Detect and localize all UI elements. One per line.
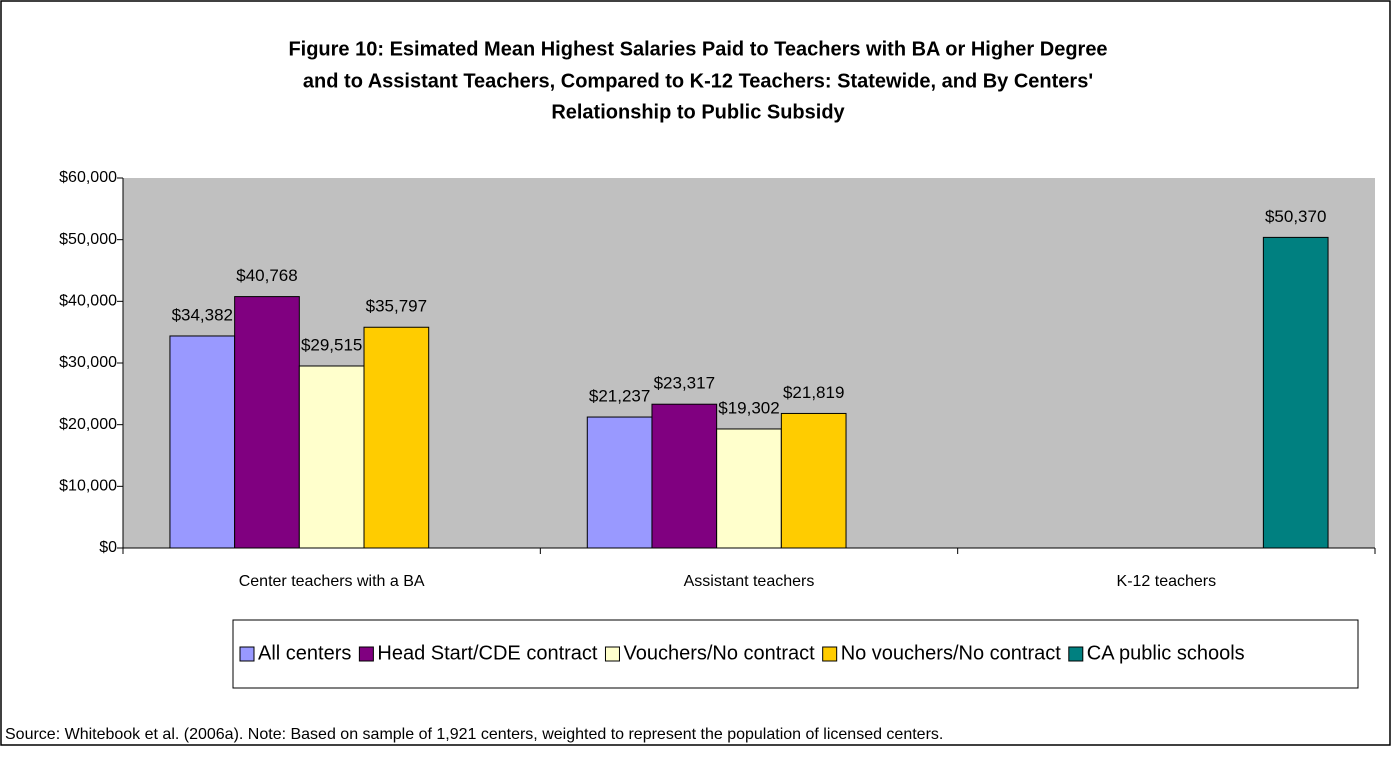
bar xyxy=(1262,236,1329,549)
legend-label: All centers xyxy=(258,642,351,664)
legend-swatch xyxy=(358,646,374,662)
legend-swatch xyxy=(822,646,838,662)
bar xyxy=(651,403,718,549)
x-tick-label: K-12 teachers xyxy=(1117,573,1217,590)
legend-label: No vouchers/No contract xyxy=(841,642,1062,664)
value-label: $21,819 xyxy=(783,383,844,402)
y-tick-label: $0 xyxy=(99,539,117,556)
value-label: $50,370 xyxy=(1265,207,1326,226)
source-note: Source: Whitebook et al. (2006a). Note: … xyxy=(5,726,943,743)
value-label: $34,382 xyxy=(172,305,233,324)
chart-title: Figure 10: Esimated Mean Highest Salarie… xyxy=(288,38,1107,60)
bar xyxy=(586,416,653,549)
bar xyxy=(780,412,847,549)
legend-label: CA public schools xyxy=(1087,642,1245,664)
value-label: $29,515 xyxy=(301,335,362,354)
y-tick-label: $40,000 xyxy=(59,293,117,310)
chart-title: Relationship to Public Subsidy xyxy=(551,101,845,123)
value-label: $35,797 xyxy=(366,297,427,316)
y-tick-label: $50,000 xyxy=(59,231,117,248)
bar xyxy=(298,365,365,549)
bar xyxy=(169,335,236,549)
bar xyxy=(716,428,782,549)
legend-label: Head Start/CDE contract xyxy=(377,642,598,664)
x-tick-label: Assistant teachers xyxy=(684,573,815,590)
y-tick-label: $10,000 xyxy=(59,478,117,495)
value-label: $21,237 xyxy=(589,387,650,406)
legend-swatch xyxy=(604,646,620,662)
value-label: $40,768 xyxy=(236,266,297,285)
value-label: $19,302 xyxy=(718,398,779,417)
y-tick-label: $60,000 xyxy=(59,169,117,186)
legend-swatch xyxy=(239,646,255,662)
y-tick-label: $30,000 xyxy=(59,354,117,371)
bar xyxy=(363,326,430,549)
legend-label: Vouchers/No contract xyxy=(623,642,815,664)
bar xyxy=(234,296,300,549)
chart-title: and to Assistant Teachers, Compared to K… xyxy=(303,70,1093,92)
value-label: $23,317 xyxy=(654,374,715,393)
legend-swatch xyxy=(1068,646,1084,662)
y-tick-label: $20,000 xyxy=(59,416,117,433)
x-tick-label: Center teachers with a BA xyxy=(239,573,425,590)
legend-box xyxy=(232,619,1359,689)
